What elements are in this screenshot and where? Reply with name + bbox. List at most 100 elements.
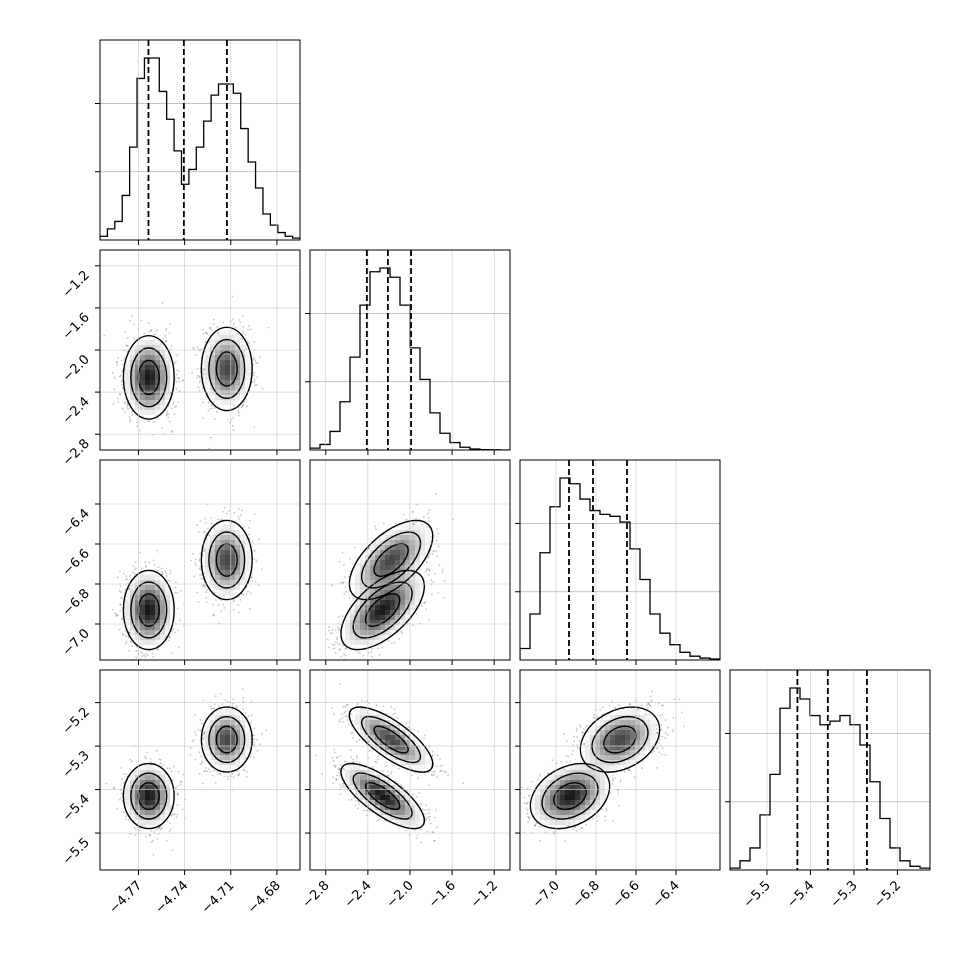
sample-point (116, 361, 118, 364)
density-cell (240, 360, 246, 366)
sample-point (249, 519, 251, 522)
density-cell (155, 355, 161, 361)
density-cell (230, 340, 236, 346)
sample-point (175, 405, 178, 408)
sample-point (202, 370, 204, 373)
sample-point (136, 425, 139, 428)
panel-p0-p2 (100, 460, 300, 676)
sample-point (126, 407, 129, 410)
sample-point (202, 328, 204, 331)
sample-point (176, 592, 179, 594)
density-cell (150, 335, 156, 341)
sample-point (114, 612, 116, 615)
sample-point (141, 652, 144, 655)
density-cell (225, 355, 231, 361)
sample-point (202, 531, 205, 534)
sample-point (136, 649, 139, 652)
density-cell (225, 340, 231, 346)
sample-point (117, 357, 120, 359)
density-cell (220, 340, 226, 346)
y-tick-label: −1.6 (60, 310, 93, 343)
density-cell (150, 380, 156, 386)
sample-point (253, 426, 256, 429)
density-cell (125, 375, 131, 381)
sample-point (170, 407, 173, 410)
sample-point (258, 356, 261, 359)
sample-point (159, 674, 161, 676)
density-cell (205, 365, 211, 371)
sample-point (116, 364, 119, 366)
sample-point (168, 636, 171, 639)
sample-point (124, 588, 127, 591)
sample-point (121, 363, 124, 366)
density-cell (235, 335, 241, 341)
sample-point (254, 359, 257, 362)
sample-point (250, 576, 253, 579)
sample-point (171, 630, 174, 633)
sample-point (207, 409, 210, 412)
density-cell (220, 330, 226, 336)
density-cell (205, 350, 211, 356)
density-cell (205, 345, 211, 351)
density-cell (205, 385, 211, 391)
sample-point (125, 350, 128, 353)
sample-point (212, 318, 215, 321)
sample-point (241, 509, 244, 512)
density-cell (210, 395, 216, 401)
density-cell (150, 365, 156, 371)
sample-point (209, 327, 211, 329)
sample-point (168, 636, 171, 638)
density-cell (215, 400, 221, 406)
density-cell (125, 385, 131, 391)
sample-point (126, 336, 129, 339)
sample-point (242, 332, 244, 335)
sample-point (205, 532, 208, 535)
density-cell (145, 415, 151, 421)
sample-point (172, 403, 175, 406)
sample-point (150, 328, 152, 331)
density-cell (130, 390, 136, 396)
density-cell (150, 385, 156, 391)
density-cell (160, 370, 166, 376)
sample-point (164, 335, 167, 337)
sample-point (210, 517, 213, 520)
sample-point (121, 633, 124, 636)
sample-point (167, 416, 170, 419)
density-cell (215, 380, 221, 386)
sample-point (129, 574, 132, 577)
sample-point (119, 585, 122, 587)
sample-point (160, 570, 163, 573)
sample-point (247, 328, 250, 331)
sample-point (132, 565, 135, 568)
density-cell (145, 365, 151, 371)
density-cell (230, 375, 236, 381)
sample-point (113, 376, 116, 379)
sample-point (119, 374, 122, 377)
sample-point (197, 600, 200, 603)
sample-point (129, 320, 131, 322)
sample-point (140, 319, 143, 322)
density-cell (130, 345, 136, 351)
density-cell (155, 375, 161, 381)
density-cell (170, 365, 176, 371)
sample-point (131, 645, 134, 648)
sample-point (126, 403, 129, 406)
sample-point (131, 571, 134, 574)
density-cell (145, 375, 151, 381)
sample-point (257, 584, 260, 587)
sample-point (135, 656, 138, 659)
sample-point (175, 354, 178, 357)
density-cell (235, 360, 241, 366)
sample-point (245, 398, 248, 400)
sample-point (220, 609, 223, 612)
sample-point (247, 590, 250, 593)
sample-point (199, 568, 202, 571)
density-cell (160, 380, 166, 386)
sample-point (256, 376, 259, 378)
sample-point (171, 431, 174, 433)
density-cell (140, 395, 146, 401)
density-cell (145, 395, 151, 401)
density-cell (220, 360, 226, 366)
sample-point (237, 515, 240, 518)
sample-point (195, 564, 198, 567)
